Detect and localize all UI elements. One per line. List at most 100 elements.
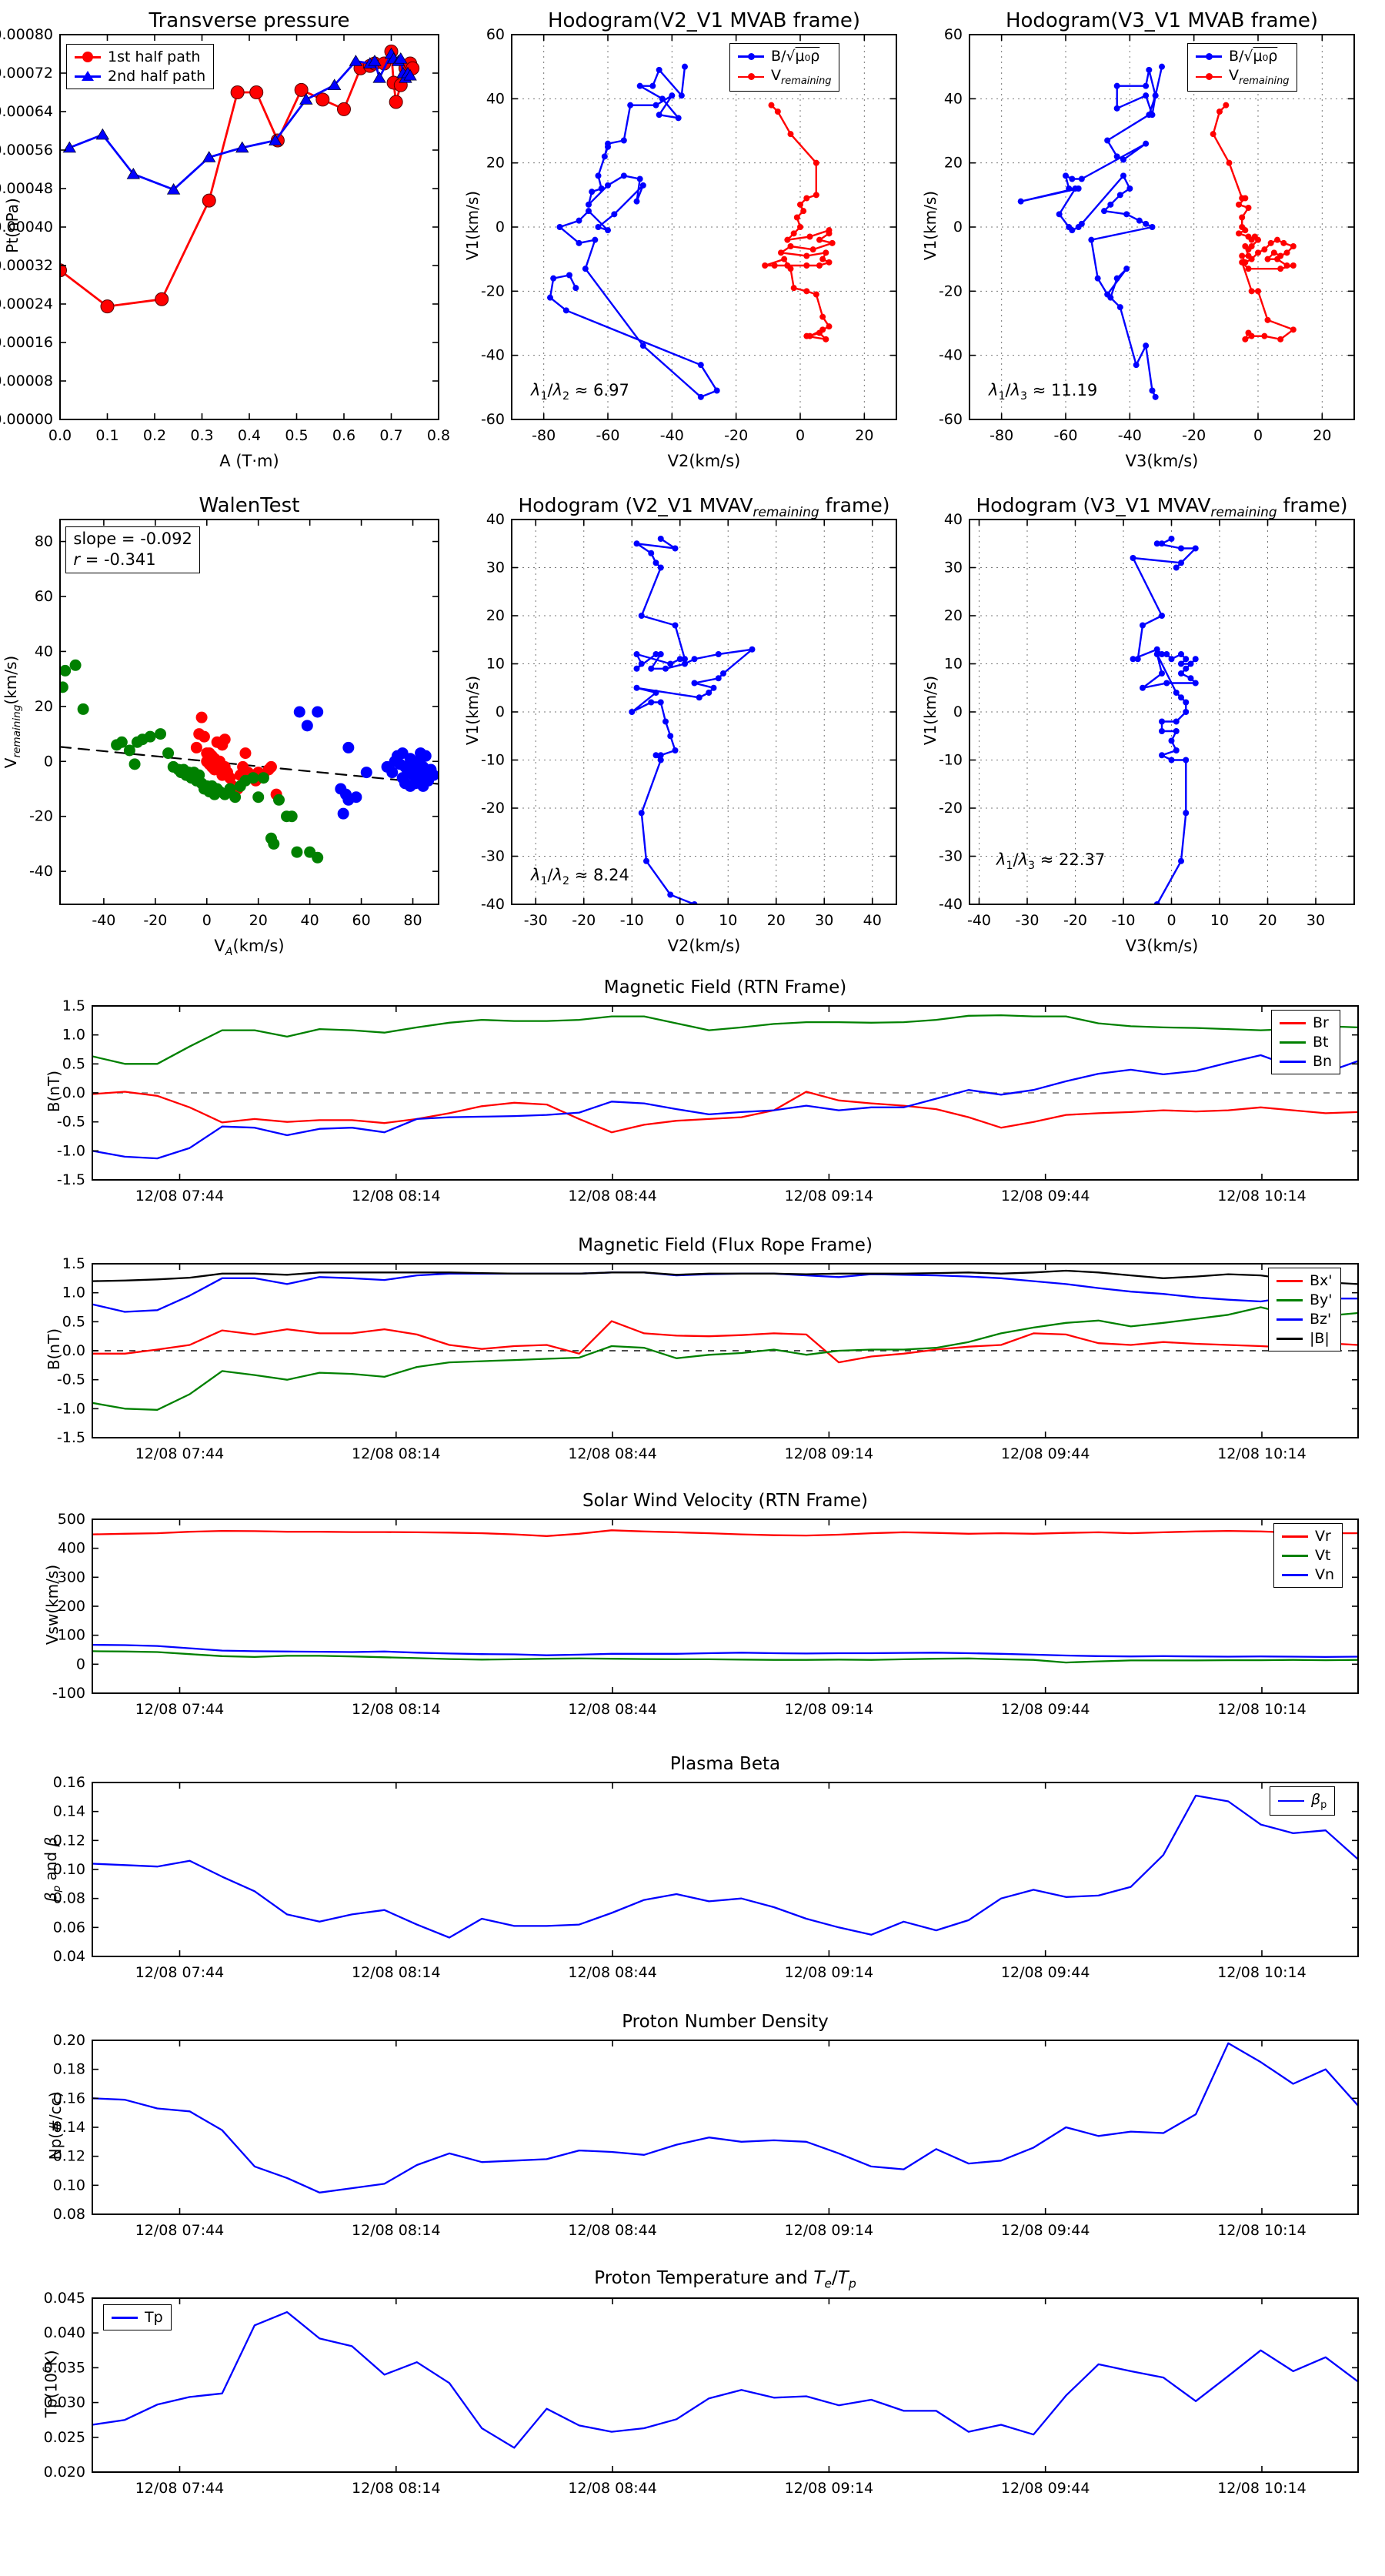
legend: B/√μ₀ρ Vremaining — [729, 43, 840, 92]
legend-swatch-icon — [1196, 71, 1222, 83]
plot-canvas-hodogram-v3v1-mvav: -40 -30 -20 -10 0 10 20 30 -40 -30 -20 -10 0 10 20 30 40 — [939, 511, 1355, 929]
svg-text:12/08 08:14: 12/08 08:14 — [352, 1701, 441, 1718]
svg-text:-30: -30 — [1015, 912, 1039, 929]
plot-canvas-plasma-beta: 12/08 07:44 12/08 08:14 12/08 08:44 12/08 0… — [53, 1774, 1359, 1981]
legend-item: Bn — [1280, 1053, 1332, 1070]
legend: βp — [1270, 1786, 1336, 1816]
svg-text:400: 400 — [58, 1540, 85, 1557]
legend-item: B/√μ₀ρ — [738, 48, 831, 65]
panel-title: Hodogram(V2_V1 MVAB frame) — [547, 9, 861, 32]
svg-text:12/08 10:14: 12/08 10:14 — [1217, 2222, 1307, 2239]
svg-text:0.0: 0.0 — [62, 1342, 85, 1359]
plot-canvas-proton-temperature: 12/08 07:44 12/08 08:14 12/08 08:44 12/08 0… — [44, 2290, 1359, 2497]
legend-label: B/√μ₀ρ — [1229, 48, 1278, 65]
svg-text:0.00016: 0.00016 — [0, 334, 53, 351]
svg-text:40: 40 — [486, 90, 505, 107]
legend-label: |B| — [1310, 1330, 1330, 1347]
svg-text:40: 40 — [944, 90, 963, 107]
svg-text:0.035: 0.035 — [44, 2359, 85, 2376]
x-axis-label: V3(km/s) — [1125, 452, 1199, 470]
svg-text:-100: -100 — [52, 1685, 85, 1702]
svg-text:-40: -40 — [660, 427, 684, 444]
svg-text:12/08 08:44: 12/08 08:44 — [568, 1445, 657, 1462]
svg-text:12/08 07:44: 12/08 07:44 — [135, 2222, 225, 2239]
x-axis-label: VA(km/s) — [214, 937, 285, 959]
svg-text:60: 60 — [352, 912, 370, 929]
svg-text:0.14: 0.14 — [53, 2119, 85, 2136]
legend-item: Bx' — [1277, 1272, 1333, 1289]
svg-text:-10: -10 — [1111, 912, 1135, 929]
svg-text:-20: -20 — [724, 427, 748, 444]
svg-text:0: 0 — [796, 427, 805, 444]
svg-text:1.0: 1.0 — [62, 1285, 85, 1301]
plot-canvas-proton-number-density: 12/08 07:44 12/08 08:14 12/08 08:44 12/08 0… — [53, 2032, 1359, 2239]
x-axis-label: A (T·m) — [219, 452, 279, 470]
svg-text:0.5: 0.5 — [62, 1055, 85, 1072]
legend: Tp — [103, 2304, 172, 2330]
panel-title: Plasma Beta — [669, 1754, 781, 1774]
svg-text:0: 0 — [676, 912, 685, 929]
svg-text:12/08 08:14: 12/08 08:14 — [352, 1188, 441, 1204]
panel-proton-temperature: Proton Temperature and Te/Tp Tp(106K) 12… — [0, 2262, 1385, 2524]
svg-text:12/08 09:44: 12/08 09:44 — [1001, 1964, 1090, 1981]
svg-text:0: 0 — [1166, 912, 1176, 929]
panel-transverse-pressure: Transverse pressure Pt(nPa) A (T·m) 0.0 0… — [0, 0, 477, 500]
svg-text:0.2: 0.2 — [143, 427, 166, 444]
plot-canvas-solar-wind-velocity: 12/08 07:44 12/08 08:14 12/08 08:44 12/08 0… — [52, 1511, 1359, 1718]
svg-text:12/08 08:44: 12/08 08:44 — [568, 2480, 657, 2497]
legend-swatch-icon — [1280, 1055, 1306, 1067]
panel-title: WalenTest — [199, 494, 300, 517]
legend-swatch-icon — [112, 2311, 138, 2324]
svg-text:0: 0 — [1253, 427, 1263, 444]
svg-text:12/08 08:44: 12/08 08:44 — [568, 1188, 657, 1204]
svg-text:-20: -20 — [939, 282, 963, 299]
svg-text:12/08 09:14: 12/08 09:14 — [785, 1964, 874, 1981]
svg-text:12/08 08:14: 12/08 08:14 — [352, 1964, 441, 1981]
svg-text:20: 20 — [249, 912, 268, 929]
legend-label: Br — [1313, 1014, 1329, 1031]
svg-text:0.5: 0.5 — [285, 427, 308, 444]
legend-swatch-icon — [738, 50, 764, 62]
svg-text:12/08 10:14: 12/08 10:14 — [1217, 1188, 1307, 1204]
panel-hodogram-v2v1-mvab: Hodogram(V2_V1 MVAB frame) V1(km/s) V2(k… — [463, 0, 939, 500]
svg-text:0.12: 0.12 — [53, 1832, 85, 1849]
svg-text:0.025: 0.025 — [44, 2429, 85, 2446]
svg-text:40: 40 — [35, 643, 53, 660]
panel-magnetic-field-flux-rope: Magnetic Field (Flux Rope Frame) B(nT) 1… — [0, 1228, 1385, 1482]
legend-label: Vremaining — [771, 67, 832, 87]
legend-label: By' — [1310, 1291, 1333, 1308]
svg-text:20: 20 — [486, 155, 505, 172]
svg-text:0.20: 0.20 — [53, 2032, 85, 2049]
svg-text:12/08 08:44: 12/08 08:44 — [568, 1701, 657, 1718]
svg-text:-20: -20 — [143, 912, 167, 929]
panel-plasma-beta: Plasma Beta βp and β 12/08 07:44 12/08 08… — [0, 1746, 1385, 2000]
svg-text:0.4: 0.4 — [238, 427, 261, 444]
legend-label: Bn — [1313, 1053, 1333, 1070]
svg-text:0.6: 0.6 — [332, 427, 355, 444]
svg-text:-20: -20 — [1182, 427, 1206, 444]
svg-text:0.00072: 0.00072 — [0, 65, 53, 82]
lambda-ratio-annotation: λ1/λ2 ≈ 6.97 — [531, 381, 629, 403]
svg-text:12/08 09:14: 12/08 09:14 — [785, 2222, 874, 2239]
svg-text:0.12: 0.12 — [53, 2148, 85, 2165]
svg-text:12/08 10:14: 12/08 10:14 — [1217, 1445, 1307, 1462]
svg-text:1.5: 1.5 — [62, 1255, 85, 1272]
plot-canvas-walen-test: -40 -20 0 20 40 60 80 -40 -20 0 20 40 60 80 — [29, 519, 439, 929]
panel-hodogram-v3v1-mvab: Hodogram(V3_V1 MVAB frame) V1(km/s) V3(k… — [921, 0, 1385, 500]
svg-text:-20: -20 — [572, 912, 596, 929]
svg-text:10: 10 — [719, 912, 737, 929]
legend-label: Vt — [1315, 1547, 1331, 1564]
plot-canvas-hodogram-v3v1-mvab: -80 -60 -40 -20 0 20 -60 -40 -20 0 20 40 60 — [939, 26, 1355, 444]
svg-text:20: 20 — [35, 698, 53, 715]
legend-swatch-icon — [1280, 1036, 1306, 1048]
svg-text:12/08 09:14: 12/08 09:14 — [785, 2480, 874, 2497]
legend-swatch-icon — [1280, 1017, 1306, 1029]
legend-swatch-icon — [1277, 1313, 1303, 1325]
svg-text:30: 30 — [486, 560, 505, 576]
plot-canvas-hodogram-v2v1-mvav: -30 -20 -10 0 10 20 30 40 -40 -30 -20 -10 0 10 20 30 40 — [481, 511, 897, 929]
x-axis-label: V2(km/s) — [667, 937, 741, 955]
svg-text:12/08 08:14: 12/08 08:14 — [352, 2222, 441, 2239]
svg-text:0.020: 0.020 — [44, 2464, 85, 2481]
legend-swatch-icon — [1282, 1569, 1308, 1581]
svg-text:0.14: 0.14 — [53, 1803, 85, 1820]
